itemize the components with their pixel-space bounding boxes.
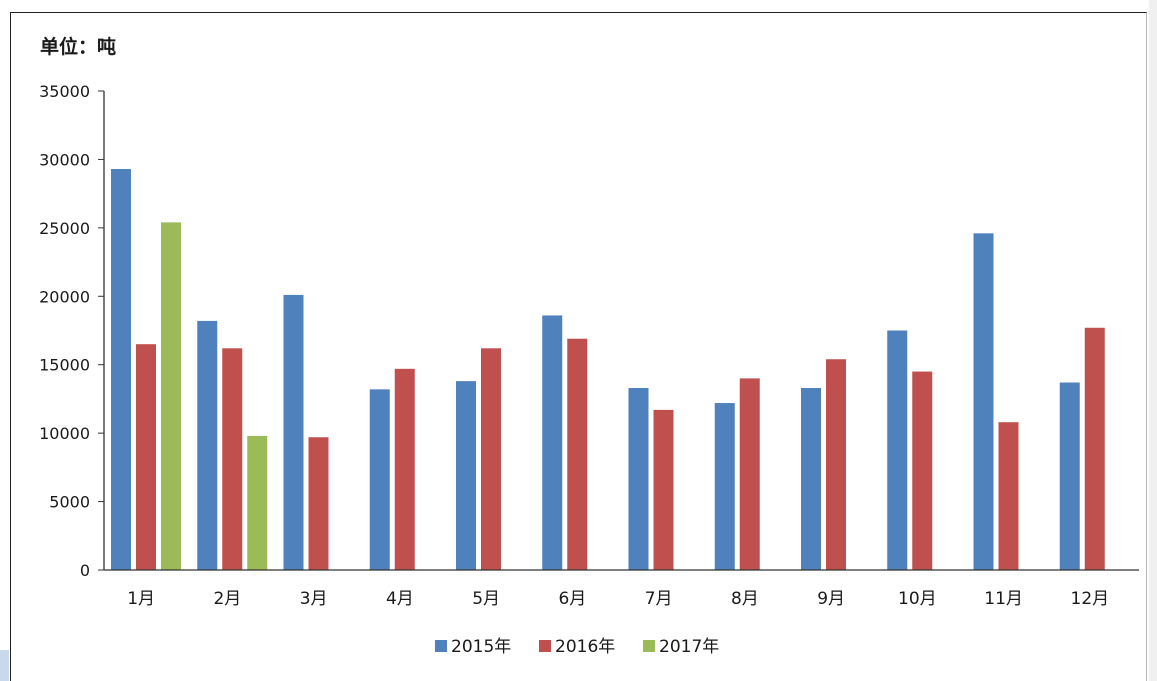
bar-2016年-4月: [394, 368, 415, 570]
bar-2015年-12月: [1059, 382, 1080, 570]
x-tick-label: 1月: [127, 589, 155, 609]
y-tick-label: 20000: [39, 287, 90, 306]
y-axis-ticks: 0 5000 10000 15000 20000 25000 30000 35000: [39, 82, 104, 580]
y-tick-label: 25000: [39, 219, 90, 238]
x-tick-label: 3月: [300, 589, 328, 609]
bar-2015年-4月: [369, 389, 390, 570]
x-tick-label: 7月: [645, 589, 673, 609]
bar-2016年-10月: [912, 371, 933, 570]
y-tick-label: 5000: [49, 493, 90, 512]
x-tick-label: 9月: [817, 589, 845, 609]
bar-2015年-5月: [456, 381, 476, 570]
bar-2016年-2月: [222, 348, 243, 570]
legend-swatch-2015年: [435, 640, 447, 652]
x-tick-label: 12月: [1071, 589, 1110, 609]
x-tick-label: 4月: [386, 589, 414, 609]
bar-2015年-9月: [801, 387, 821, 570]
x-tick-label: 6月: [558, 589, 586, 609]
x-tick-label: 5月: [472, 589, 500, 609]
legend-label: 2016年: [555, 637, 615, 657]
x-tick-label: 10月: [898, 589, 937, 609]
legend: 2015年 2016年 2017年: [435, 637, 719, 657]
y-tick-label: 35000: [39, 82, 90, 101]
bars: [111, 169, 1105, 570]
bar-2015年-6月: [542, 315, 563, 570]
bar-2015年-11月: [973, 233, 994, 570]
y-tick-label: 10000: [39, 424, 90, 443]
bar-2016年-11月: [998, 422, 1019, 570]
bar-2017年-2月: [247, 435, 268, 570]
unit-label: 单位：吨: [40, 35, 116, 58]
y-tick-label: 15000: [39, 356, 90, 375]
legend-swatch-2017年: [643, 640, 655, 652]
y-tick-label: 0: [80, 561, 90, 580]
bar-2017年-1月: [161, 222, 181, 570]
x-tick-label: 11月: [984, 589, 1023, 609]
bar-2016年-8月: [739, 378, 760, 570]
x-axis-labels: 1月 2月 3月 4月 5月 6月 7月 8月 9月 10月 11月 12月: [127, 589, 1109, 609]
bar-2015年-3月: [283, 294, 304, 570]
legend-swatch-2016年: [539, 640, 551, 652]
bar-2016年-7月: [653, 409, 674, 570]
y-tick-label: 30000: [39, 150, 90, 169]
bar-2015年-1月: [111, 169, 131, 570]
x-tick-label: 8月: [731, 589, 759, 609]
bar-2016年-6月: [567, 338, 588, 570]
bar-2016年-3月: [308, 437, 329, 570]
bar-2015年-8月: [714, 403, 735, 570]
legend-label: 2017年: [659, 637, 719, 657]
bar-2016年-12月: [1084, 327, 1105, 570]
bar-2016年-1月: [136, 344, 156, 570]
window-corner: [0, 650, 9, 681]
x-tick-label: 2月: [213, 589, 241, 609]
legend-label: 2015年: [451, 637, 511, 657]
bar-2015年-2月: [197, 320, 218, 570]
bar-2015年-10月: [887, 330, 908, 570]
bar-2015年-7月: [628, 387, 649, 570]
bar-2016年-9月: [826, 359, 846, 570]
window-edge: [1149, 0, 1157, 681]
bar-2016年-5月: [481, 348, 501, 570]
